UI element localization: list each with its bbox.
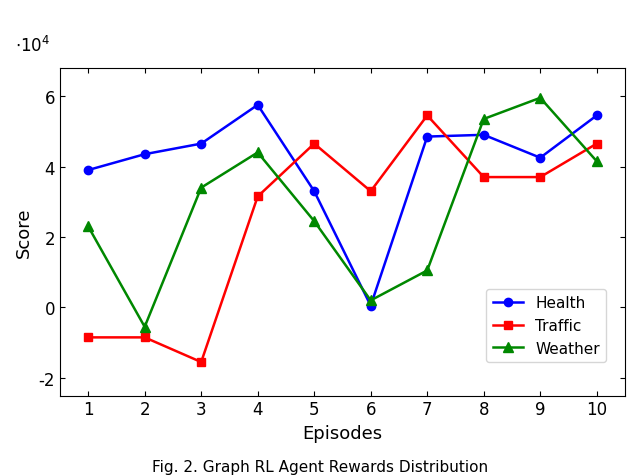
Weather <box>480 117 488 122</box>
Health <box>593 113 600 119</box>
Traffic <box>424 113 431 119</box>
Text: Fig. 2. Graph RL Agent Rewards Distribution: Fig. 2. Graph RL Agent Rewards Distribut… <box>152 459 488 474</box>
Health <box>141 152 148 158</box>
Health <box>536 156 544 161</box>
Health <box>197 141 205 147</box>
Weather <box>310 219 318 225</box>
Traffic <box>254 194 262 200</box>
Y-axis label: Score: Score <box>15 207 33 258</box>
Line: Traffic: Traffic <box>84 112 601 367</box>
Traffic <box>536 175 544 180</box>
Weather <box>367 298 374 304</box>
Weather <box>141 324 148 330</box>
Traffic <box>310 141 318 147</box>
Traffic <box>84 335 92 340</box>
Line: Weather: Weather <box>83 94 602 332</box>
Traffic <box>367 189 374 195</box>
Weather <box>424 268 431 274</box>
Traffic <box>141 335 148 340</box>
Text: $\cdot10^4$: $\cdot10^4$ <box>15 36 50 56</box>
Health <box>367 303 374 309</box>
Weather <box>84 224 92 230</box>
Traffic <box>480 175 488 180</box>
Traffic <box>197 359 205 365</box>
X-axis label: Episodes: Episodes <box>302 424 383 442</box>
Weather <box>593 159 600 165</box>
Weather <box>254 150 262 156</box>
Health <box>310 189 318 195</box>
Health <box>480 133 488 139</box>
Health <box>424 134 431 140</box>
Weather <box>197 185 205 191</box>
Line: Health: Health <box>84 101 601 310</box>
Legend: Health, Traffic, Weather: Health, Traffic, Weather <box>486 289 606 362</box>
Health <box>254 103 262 109</box>
Weather <box>536 96 544 101</box>
Traffic <box>593 141 600 147</box>
Health <box>84 168 92 174</box>
